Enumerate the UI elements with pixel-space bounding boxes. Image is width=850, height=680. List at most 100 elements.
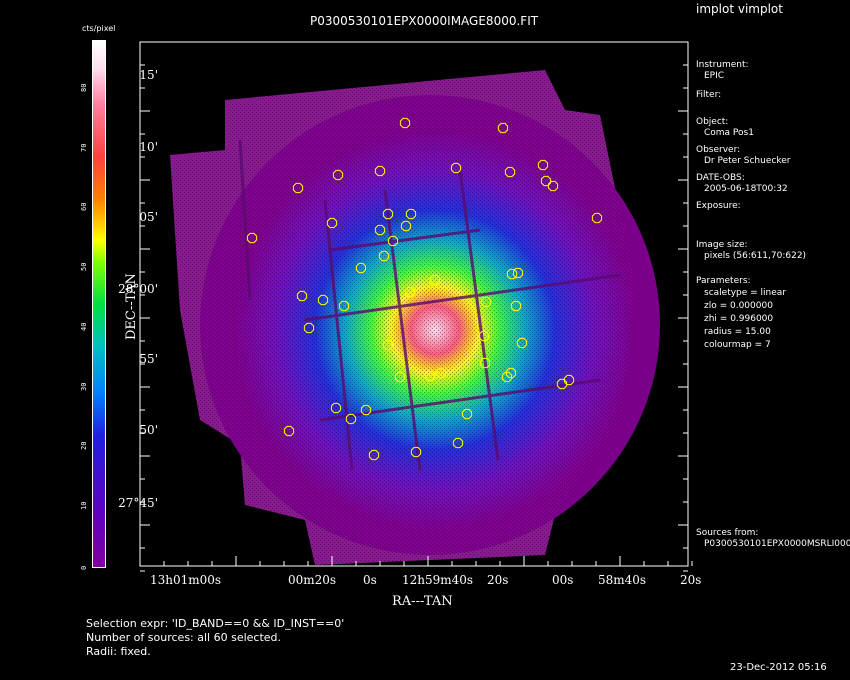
selection-expression: Selection expr: 'ID_BAND==0 && ID_INST==…	[86, 617, 345, 630]
source-marker	[246, 232, 258, 244]
param-scaletype: scaletype = linear	[704, 288, 787, 298]
source-marker	[540, 175, 552, 187]
sources-label: Sources from:	[696, 528, 759, 538]
x-tick-label: 20s	[680, 573, 702, 587]
y-tick-label: 28°00'	[118, 282, 158, 296]
source-marker	[501, 371, 513, 383]
y-tick-label: 27°45'	[118, 496, 158, 510]
image-size-value: pixels (56:611,70:622)	[704, 251, 807, 261]
source-markers	[246, 117, 603, 461]
plot-title: P0300530101EPX0000IMAGE8000.FIT	[310, 14, 539, 28]
y-tick-label: 10'	[139, 140, 158, 154]
source-marker	[296, 290, 308, 302]
number-of-sources: Number of sources: all 60 selected.	[86, 631, 282, 644]
source-marker	[435, 367, 447, 379]
source-marker	[556, 378, 568, 390]
source-marker	[292, 182, 304, 194]
source-marker	[338, 300, 350, 312]
source-marker	[345, 413, 357, 425]
source-marker	[547, 180, 559, 192]
source-marker	[452, 437, 464, 449]
object-value: Coma Pos1	[704, 128, 754, 138]
source-marker	[399, 117, 411, 129]
source-marker	[317, 294, 329, 306]
source-marker	[394, 371, 406, 383]
source-marker	[424, 370, 436, 382]
source-marker	[478, 330, 490, 342]
source-marker	[504, 166, 516, 178]
filter-label: Filter:	[696, 90, 722, 100]
source-marker	[400, 220, 412, 232]
source-marker	[382, 208, 394, 220]
date-label: DATE-OBS:	[696, 173, 745, 183]
param-zlo: zlo = 0.000000	[704, 301, 773, 311]
parameters-label: Parameters:	[696, 276, 751, 286]
source-marker	[360, 404, 372, 416]
exposure-label: Exposure:	[696, 201, 741, 211]
footer: Selection expr: 'ID_BAND==0 && ID_INST==…	[86, 617, 344, 659]
source-marker	[450, 162, 462, 174]
app-title: implot vimplot	[696, 2, 783, 16]
source-marker	[404, 286, 416, 298]
source-marker	[387, 235, 399, 247]
x-tick-label: 58m40s	[598, 573, 647, 587]
x-tick-label: 20s	[487, 573, 509, 587]
source-marker	[410, 446, 422, 458]
source-marker	[563, 374, 575, 386]
source-marker	[283, 425, 295, 437]
source-marker	[405, 208, 417, 220]
source-marker	[510, 300, 522, 312]
param-radius: radius = 15.00	[704, 327, 771, 337]
y-tick-label: 05'	[139, 210, 158, 224]
x-tick-label: 00m20s	[288, 573, 337, 587]
source-marker	[332, 169, 344, 181]
y-tick-label: 50'	[139, 423, 158, 437]
instrument-value: EPIC	[704, 71, 725, 81]
x-axis-label: RA---TAN	[392, 594, 453, 609]
source-marker	[378, 250, 390, 262]
sources-panel: Sources from: P0300530101EPX0000MSRLI000…	[696, 528, 850, 550]
source-marker	[368, 449, 380, 461]
image-size-label: Image size:	[696, 240, 748, 250]
source-marker	[374, 165, 386, 177]
instrument-label: Instrument:	[696, 60, 749, 70]
source-marker	[506, 268, 518, 280]
colorbar	[92, 40, 106, 568]
colorbar-label: cts/pixel	[82, 24, 116, 33]
x-tick-label: 12h59m40s	[402, 573, 474, 587]
source-marker	[382, 339, 394, 351]
source-marker	[479, 357, 491, 369]
sources-value: P0300530101EPX0000MSRLI0000.F	[704, 539, 850, 549]
source-marker	[374, 224, 386, 236]
object-label: Object:	[696, 117, 729, 127]
source-marker	[516, 337, 528, 349]
param-colourmap: colourmap = 7	[704, 340, 771, 350]
source-marker	[429, 274, 441, 286]
source-marker	[303, 322, 315, 334]
y-tick-label: 15'	[139, 68, 158, 82]
x-tick-label: 13h01m00s	[150, 573, 222, 587]
source-marker	[330, 402, 342, 414]
x-tick-label: 00s	[552, 573, 574, 587]
plot-frame	[139, 41, 689, 567]
timestamp: 23-Dec-2012 05:16	[730, 662, 827, 673]
radii-info: Radii: fixed.	[86, 645, 151, 658]
info-panel: Instrument: EPIC Filter: Object: Coma Po…	[696, 60, 806, 352]
source-marker	[326, 217, 338, 229]
source-marker	[512, 267, 524, 279]
source-marker	[355, 262, 367, 274]
source-marker	[591, 212, 603, 224]
source-marker	[537, 159, 549, 171]
source-marker	[505, 367, 517, 379]
date-value: 2005-06-18T00:32	[704, 184, 788, 194]
observer-value: Dr Peter Schuecker	[704, 156, 791, 166]
param-zhi: zhi = 0.996000	[704, 314, 774, 324]
y-tick-label: 55'	[139, 352, 158, 366]
chip-gaps	[238, 139, 621, 471]
observer-label: Observer:	[696, 145, 741, 155]
x-tick-label: 0s	[363, 573, 377, 587]
source-marker	[480, 296, 492, 308]
source-marker	[497, 122, 509, 134]
source-marker	[461, 408, 473, 420]
